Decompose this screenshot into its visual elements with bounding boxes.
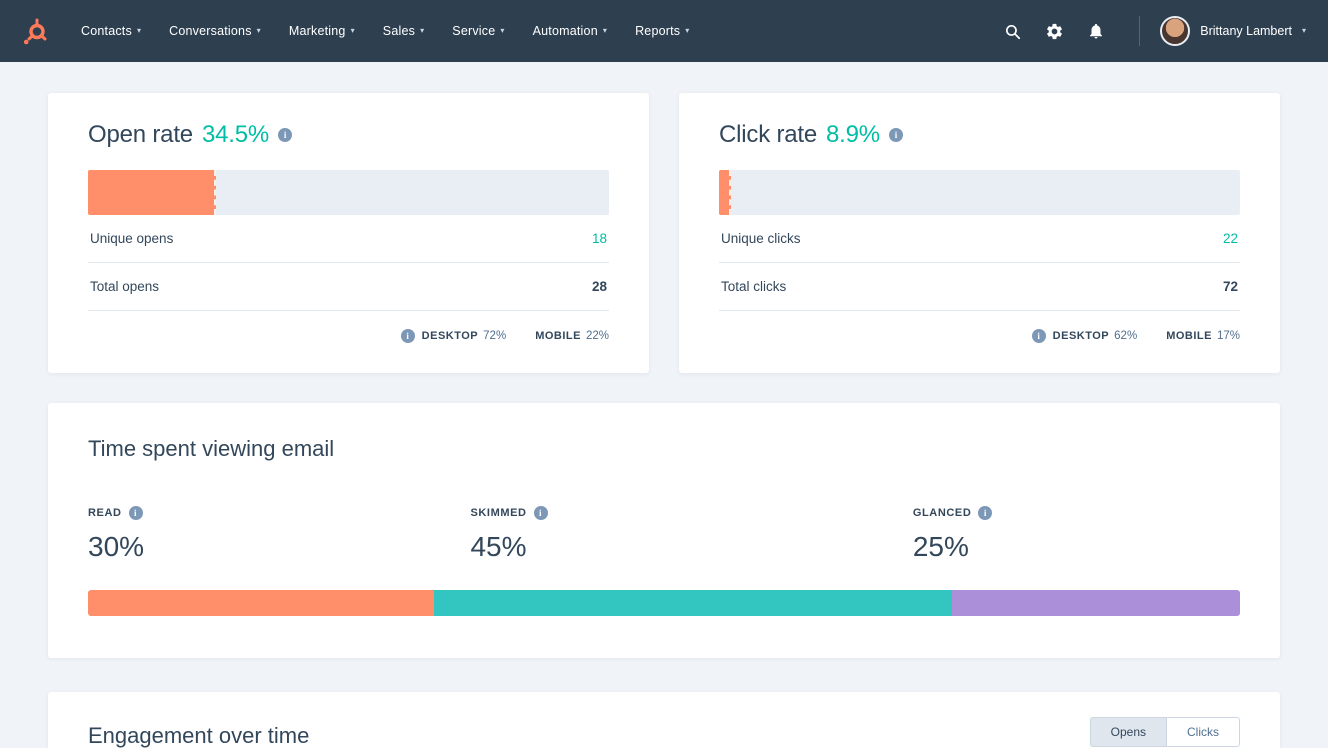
nav-conversations[interactable]: Conversations ▾ xyxy=(169,24,261,38)
time-spent-card: Time spent viewing email READ 30% SKIMME… xyxy=(48,403,1280,658)
user-menu[interactable]: Brittany Lambert ▾ xyxy=(1160,16,1306,46)
chevron-down-icon: ▾ xyxy=(136,26,142,35)
stat-read: READ 30% xyxy=(88,506,144,563)
row-label: Unique opens xyxy=(90,231,174,246)
info-icon[interactable] xyxy=(533,506,548,520)
click-rate-card: Click rate 8.9% Unique clicks 22 Total c… xyxy=(679,93,1280,373)
top-navbar: Contacts ▾ Conversations ▾ Marketing ▾ Sale… xyxy=(0,0,1328,62)
row-value: 22 xyxy=(1222,231,1238,246)
unique-clicks-row: Unique clicks 22 xyxy=(719,215,1240,263)
gear-icon xyxy=(1046,23,1062,39)
desktop-value: 62% xyxy=(1114,330,1138,342)
skimmed-value: 45% xyxy=(470,531,527,562)
tab-clicks[interactable]: Clicks xyxy=(1166,717,1240,747)
nav-contacts[interactable]: Contacts ▾ xyxy=(81,24,142,38)
row-value: 28 xyxy=(591,279,607,294)
time-spent-stats: READ 30% SKIMMED 45% GLANCED 25% xyxy=(88,506,1240,580)
click-rate-label: Click rate xyxy=(719,121,818,148)
segment-glanced xyxy=(951,590,1240,616)
nav-sales[interactable]: Sales ▾ xyxy=(382,24,425,38)
nav-service[interactable]: Service ▾ xyxy=(452,24,505,38)
navbar-divider xyxy=(1139,16,1141,46)
tab-opens[interactable]: Opens xyxy=(1089,717,1166,747)
sprocket-icon xyxy=(23,18,47,44)
bell-icon xyxy=(1090,23,1103,39)
open-rate-bar xyxy=(88,170,609,215)
engagement-title: Engagement over time xyxy=(88,723,310,748)
hubspot-logo[interactable] xyxy=(22,18,49,45)
unique-opens-row: Unique opens 18 xyxy=(88,215,609,263)
row-label: Total opens xyxy=(90,279,160,294)
open-rate-value: 34.5% xyxy=(201,121,269,148)
mobile-label: MOBILE xyxy=(1166,330,1212,342)
engagement-tabs: Opens Clicks xyxy=(1089,717,1240,747)
open-rate-card: Open rate 34.5% Unique opens 18 Total op… xyxy=(48,93,649,373)
chevron-down-icon: ▾ xyxy=(420,26,425,35)
mobile-value: 22% xyxy=(585,330,609,342)
click-rate-value: 8.9% xyxy=(826,121,880,148)
mobile-value: 17% xyxy=(1216,330,1240,342)
info-icon[interactable] xyxy=(978,506,993,520)
time-spent-title: Time spent viewing email xyxy=(88,436,335,461)
settings-button[interactable] xyxy=(1033,0,1075,62)
open-rate-bar-fill xyxy=(88,170,216,215)
open-rate-title: Open rate 34.5% xyxy=(88,121,609,149)
total-clicks-row: Total clicks 72 xyxy=(719,263,1240,311)
engagement-card: Engagement over time Opens Clicks xyxy=(48,692,1280,748)
info-icon[interactable] xyxy=(128,506,143,520)
read-value: 30% xyxy=(88,531,145,562)
search-button[interactable] xyxy=(991,0,1033,62)
row-value: 18 xyxy=(591,231,607,246)
click-rate-bar-fill xyxy=(719,170,731,215)
row-label: Total clicks xyxy=(721,279,787,294)
stat-skimmed: SKIMMED 45% xyxy=(470,506,548,563)
glanced-label: GLANCED xyxy=(912,507,972,519)
row-value: 72 xyxy=(1222,279,1238,294)
click-rate-title: Click rate 8.9% xyxy=(719,121,1240,149)
segment-skimmed xyxy=(433,590,952,616)
chevron-down-icon: ▾ xyxy=(350,26,355,35)
device-breakdown: DESKTOP 72% MOBILE 22% xyxy=(88,311,609,343)
info-icon[interactable] xyxy=(888,128,903,142)
search-icon xyxy=(1005,24,1020,39)
notifications-button[interactable] xyxy=(1075,0,1117,62)
device-breakdown: DESKTOP 62% MOBILE 17% xyxy=(719,311,1240,343)
nav-automation[interactable]: Automation ▾ xyxy=(532,24,608,38)
info-icon[interactable] xyxy=(1031,329,1046,343)
open-rate-label: Open rate xyxy=(88,121,193,148)
row-label: Unique clicks xyxy=(721,231,801,246)
navbar-right: Brittany Lambert ▾ xyxy=(991,0,1306,62)
nav-marketing[interactable]: Marketing ▾ xyxy=(288,24,355,38)
glanced-value: 25% xyxy=(912,531,969,562)
chevron-down-icon: ▾ xyxy=(685,26,690,35)
mobile-label: MOBILE xyxy=(535,330,581,342)
nav-reports[interactable]: Reports ▾ xyxy=(635,24,690,38)
avatar xyxy=(1160,16,1191,46)
desktop-value: 72% xyxy=(483,330,507,342)
chevron-down-icon: ▾ xyxy=(1301,26,1306,35)
total-opens-row: Total opens 28 xyxy=(88,263,609,311)
stat-glanced: GLANCED 25% xyxy=(913,506,993,563)
chevron-down-icon: ▾ xyxy=(500,26,505,35)
desktop-label: DESKTOP xyxy=(1052,330,1110,342)
desktop-label: DESKTOP xyxy=(421,330,479,342)
dashboard-content: Open rate 34.5% Unique opens 18 Total op… xyxy=(0,62,1328,748)
chevron-down-icon: ▾ xyxy=(602,26,608,35)
click-rate-bar xyxy=(719,170,1240,215)
segment-read xyxy=(88,590,434,616)
user-name: Brittany Lambert xyxy=(1200,24,1292,38)
read-label: READ xyxy=(88,507,122,519)
chevron-down-icon: ▾ xyxy=(256,26,261,35)
info-icon[interactable] xyxy=(278,128,292,142)
info-icon[interactable] xyxy=(400,329,415,343)
skimmed-label: SKIMMED xyxy=(470,507,527,519)
main-nav: Contacts ▾ Conversations ▾ Marketing ▾ Sale… xyxy=(67,0,703,62)
time-spent-bar xyxy=(88,590,1240,616)
